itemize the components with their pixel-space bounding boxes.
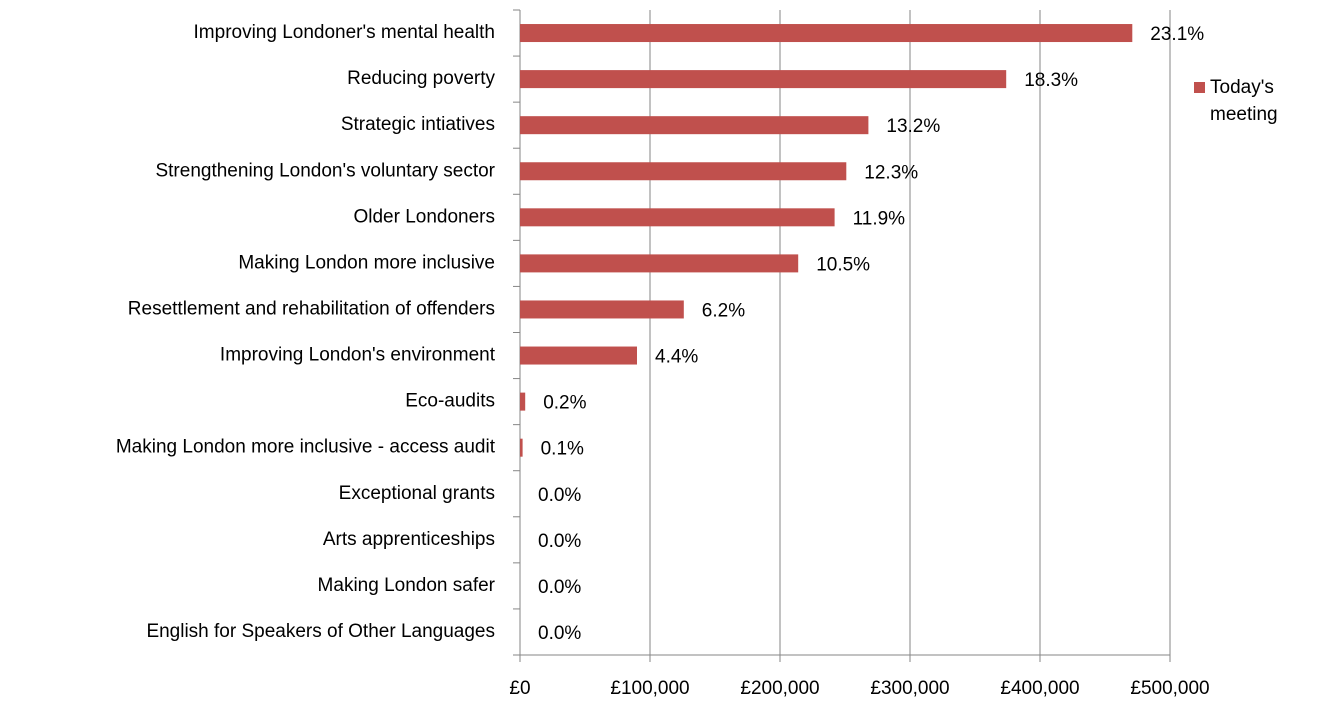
x-tick-label: £100,000 [610,678,689,699]
y-tick-label: English for Speakers of Other Languages [146,621,495,642]
bar [520,300,684,319]
x-tick-label: £0 [509,678,530,699]
bar [520,392,526,411]
bar [520,254,799,273]
bar [520,162,847,181]
bar [520,208,835,227]
y-tick-label: Reducing poverty [347,68,495,89]
y-tick-label: Making London safer [318,575,496,596]
y-tick-label: Strengthening London's voluntary sector [155,160,495,181]
legend-label: Today's meeting [1210,77,1278,125]
data-label: 0.0% [538,577,581,598]
bar [520,438,523,457]
y-tick-label: Exceptional grants [339,483,495,504]
data-label: 4.4% [655,347,698,368]
y-tick-label: Improving Londoner's mental health [194,22,495,43]
data-label: 0.2% [543,393,586,414]
data-label: 0.1% [541,439,584,460]
x-tick-label: £300,000 [870,678,949,699]
legend: Today's meeting [1190,74,1310,128]
data-label: 0.0% [538,623,581,644]
y-tick-label: Eco-audits [405,391,495,412]
data-label: 23.1% [1150,24,1204,45]
data-label: 10.5% [816,254,870,275]
y-tick-label: Making London more inclusive [238,252,495,273]
data-label: 6.2% [702,300,745,321]
y-tick-label: Making London more inclusive - access au… [116,437,496,458]
y-tick-label: Resettlement and rehabilitation of offen… [128,298,495,319]
x-tick-label: £200,000 [740,678,819,699]
data-label: 11.9% [853,208,906,229]
bar [520,346,637,365]
x-tick-label: £500,000 [1130,678,1209,699]
legend-swatch [1194,82,1205,93]
y-tick-label: Strategic intiatives [341,114,495,135]
data-label: 12.3% [864,162,918,183]
data-label: 13.2% [886,116,940,137]
bar [520,116,869,135]
y-tick-label: Older Londoners [353,206,495,227]
y-tick-label: Improving London's environment [220,345,496,366]
bar [520,24,1133,43]
data-label: 18.3% [1024,70,1078,91]
data-label: 0.0% [538,485,581,506]
bar [520,70,1007,89]
y-tick-label: Arts apprenticeships [323,529,495,550]
x-tick-label: £400,000 [1000,678,1079,699]
data-label: 0.0% [538,531,581,552]
